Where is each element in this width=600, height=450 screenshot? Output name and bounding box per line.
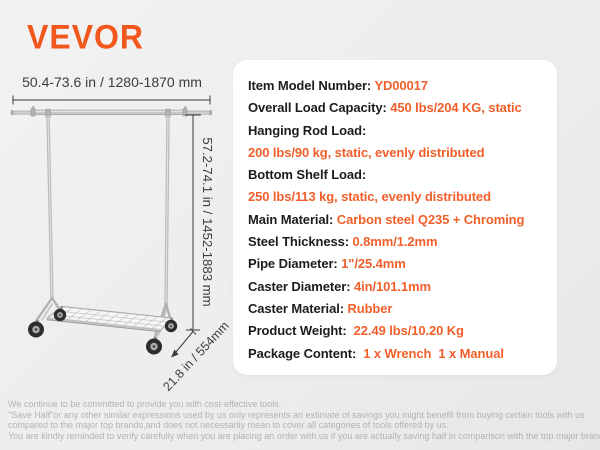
spec-label: Caster Material: [248,300,348,316]
depth-dimension-arrow-icon [171,349,179,358]
spec-value: 0.8mm/1.2mm [352,234,438,250]
spec-label: Item Model Number: [248,78,375,93]
spec-row-steel-thickness: Steel Thickness: 0.8mm/1.2mm [248,231,543,253]
caster-back-right [164,317,178,333]
caster-back-left [53,305,67,322]
rack-dimension-diagram: 50.4-73.6 in / 1280-1870 mm [10,74,232,394]
spec-row-material: Main Material: Carbon steel Q235 + Chrom… [248,209,543,231]
spec-card: Item Model Number: YD00017 Overall Load … [233,60,557,375]
spec-label: Product Weight: [248,323,354,339]
height-dimension-label: 57.2-74.1 in / 1452-1883 mm [200,137,215,306]
spec-label: Pipe Diameter: [248,256,342,272]
width-dimension-line [12,95,211,105]
disclaimer-line: "Save Half"or any other similar expressi… [8,409,585,420]
disclaimer-line: We continue to be committed to provide y… [8,399,282,409]
spec-row-caster-material: Caster Material: Rubber [248,298,543,320]
disclaimer-line: You are kindly reminded to verify carefu… [8,430,600,441]
spec-value: Carbon steel Q235 + Chroming [336,211,525,227]
spec-row-rod-load: Hanging Rod Load: [248,120,543,142]
spec-value: Rubber [347,300,393,316]
caster-front-left [28,319,44,338]
spec-label: Main Material: [248,211,337,227]
disclaimer-line: compared to the major top brands,and doe… [8,420,449,431]
spec-label: Steel Thickness: [248,234,353,250]
spec-value: 200 lbs/90 kg, static, evenly distribute… [248,144,485,160]
spec-value: 1 x Wrench 1 x Manual [363,345,504,361]
spec-row-rod-load-value: 200 lbs/90 kg, static, evenly distribute… [248,142,543,164]
disclaimer: We continue to be committed to provide y… [8,399,600,441]
spec-label: Overall Load Capacity: [248,100,391,116]
height-dimension-line [185,114,201,331]
spec-row-model: Item Model Number: YD00017 [248,75,543,97]
spec-row-package-content: Package Content: 1 x Wrench 1 x Manual [248,343,543,365]
rack-uprights [46,115,170,306]
spec-value: 450 lbs/204 KG, static [390,100,522,116]
spec-value: 4in/101.1mm [353,278,431,294]
spec-label: Package Content: [248,345,364,361]
spec-value: 22.49 lbs/10.20 Kg [353,323,464,339]
spec-value: YD00017 [374,78,428,93]
spec-row-pipe-diameter: Pipe Diameter: 1"/25.4mm [248,253,543,275]
caster-front-right [146,336,162,355]
caster-wheels [28,305,178,355]
spec-row-product-weight: Product Weight: 22.49 lbs/10.20 Kg [248,320,543,342]
width-dimension-label: 50.4-73.6 in / 1280-1870 mm [22,74,202,90]
spec-label: Bottom Shelf Load: [248,167,367,183]
spec-label: Hanging Rod Load: [248,122,367,138]
rack-top-rail [10,106,212,118]
spec-row-caster-diameter: Caster Diameter: 4in/101.1mm [248,276,543,298]
rack-bottom-shelf [45,305,174,333]
spec-value: 250 lbs/113 kg, static, evenly distribut… [248,189,491,205]
spec-row-load-capacity: Overall Load Capacity: 450 lbs/204 KG, s… [248,97,543,119]
spec-row-shelf-load: Bottom Shelf Load: [248,164,543,186]
spec-value: 1"/25.4mm [341,256,406,272]
depth-dimension-line [175,328,197,353]
spec-row-shelf-load-value: 250 lbs/113 kg, static, evenly distribut… [248,186,543,208]
brand-logo: VEVOR [27,18,145,57]
spec-label: Caster Diameter: [248,278,354,294]
